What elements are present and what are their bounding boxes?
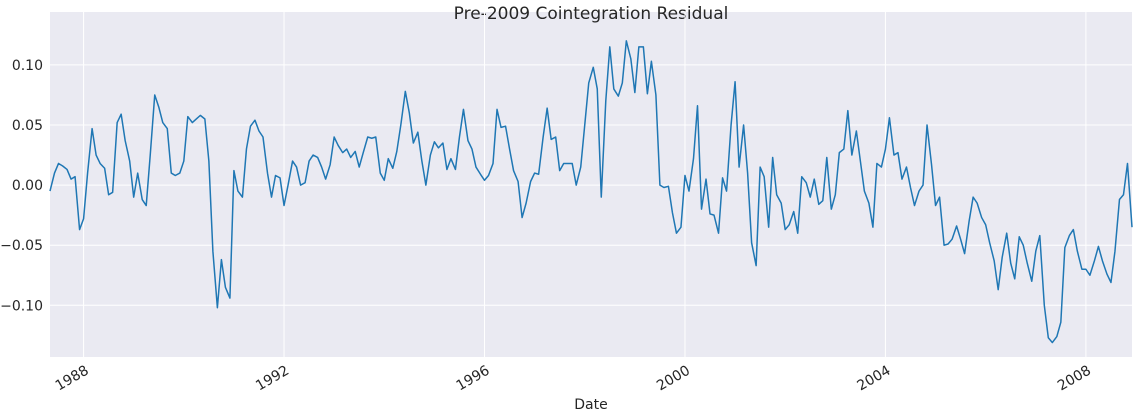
plot-area — [50, 12, 1132, 357]
y-tick-label: −0.10 — [0, 298, 43, 314]
data-line — [49, 40, 1133, 344]
x-tick-label: 1988 — [53, 363, 92, 395]
x-tick-label: 2004 — [855, 363, 894, 395]
y-tick-label: 0.05 — [12, 118, 43, 134]
x-tick-label: 2008 — [1055, 363, 1094, 395]
chart-title: Pre-2009 Cointegration Residual — [454, 4, 729, 24]
y-tick-label: 0.10 — [12, 58, 43, 74]
x-axis-label: Date — [574, 397, 607, 413]
y-tick-label: 0.00 — [12, 178, 43, 194]
x-tick-label: 1996 — [454, 363, 493, 395]
x-tick-label: 1992 — [253, 363, 292, 395]
y-tick-label: −0.05 — [0, 238, 43, 254]
x-tick-label: 2000 — [654, 363, 693, 395]
